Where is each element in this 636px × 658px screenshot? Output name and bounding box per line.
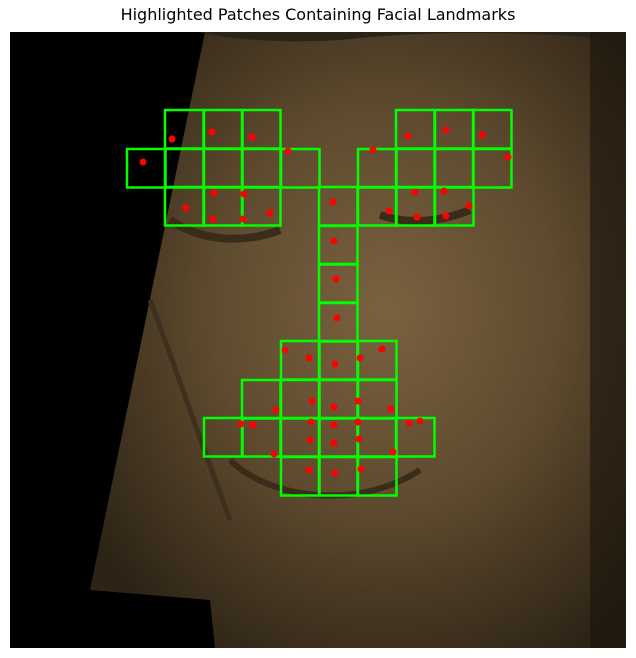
patches xyxy=(125,108,513,497)
landmarks xyxy=(139,126,512,477)
title: Highlighted Patches Containing Facial La… xyxy=(121,5,516,24)
